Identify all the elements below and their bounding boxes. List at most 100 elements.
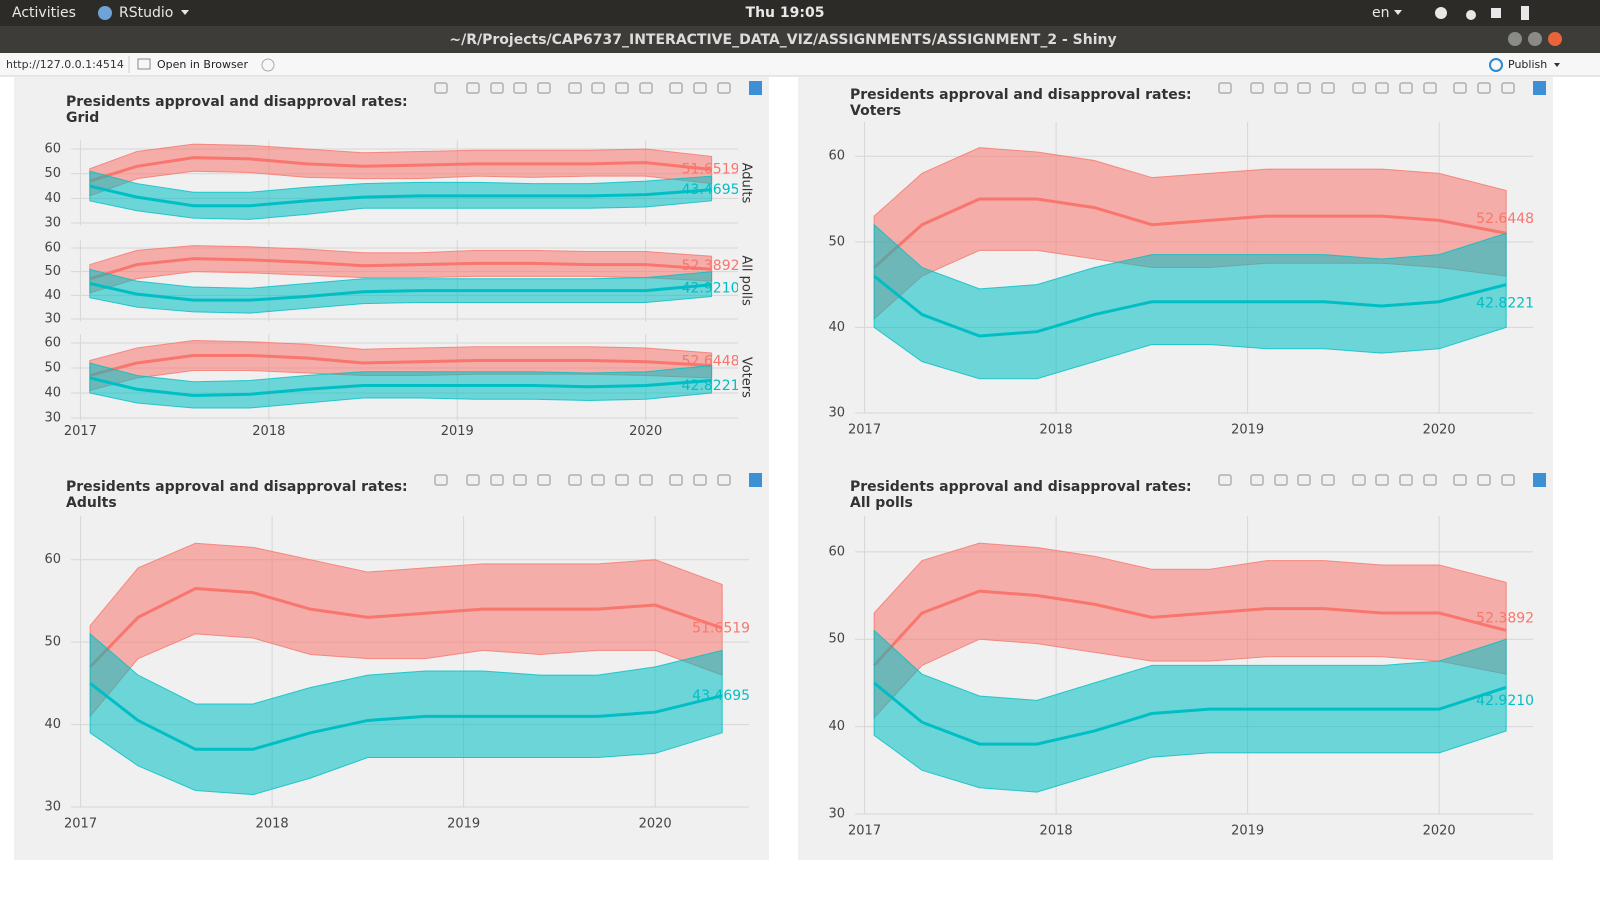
toolbar-icon[interactable] (1477, 82, 1491, 94)
toolbar-icon[interactable] (434, 82, 448, 94)
browser-icon (137, 58, 151, 70)
toolbar-icon[interactable] (615, 82, 629, 94)
toolbar-icon[interactable] (1375, 474, 1389, 486)
publish[interactable]: Publish (1508, 58, 1547, 71)
language[interactable]: en (1372, 5, 1390, 21)
toolbar-icon[interactable] (693, 474, 707, 486)
y-tick-label: 60 (44, 240, 61, 255)
toolbar-icon[interactable] (568, 82, 582, 94)
toolbar-icon[interactable] (717, 82, 731, 94)
toolbar-icon[interactable] (1399, 82, 1413, 94)
y-tick-label: 30 (44, 312, 61, 327)
toolbar-icon[interactable] (1375, 82, 1389, 94)
open-in-browser[interactable]: Open in Browser (157, 58, 248, 71)
y-tick-label: 30 (44, 800, 61, 815)
chart-subtitle: All polls (850, 495, 913, 511)
battery-icon (1521, 6, 1529, 20)
x-tick-label: 2019 (441, 424, 474, 439)
toolbar-icon[interactable] (591, 474, 605, 486)
toolbar-icon[interactable] (639, 82, 653, 94)
toolbar-icon[interactable] (1250, 474, 1264, 486)
toolbar-icon[interactable] (568, 474, 582, 486)
wifi-icon (1466, 10, 1476, 20)
x-tick-label: 2020 (1423, 423, 1456, 438)
toolbar-icon[interactable] (693, 82, 707, 94)
toolbar-icon[interactable] (669, 82, 683, 94)
maximize-button[interactable] (1528, 32, 1542, 46)
toolbar-icon[interactable] (669, 474, 683, 486)
y-tick-label: 30 (44, 216, 61, 231)
toolbar-icon[interactable] (1274, 474, 1288, 486)
publish-icon (1489, 58, 1503, 72)
toolbar-plotly-logo (1533, 81, 1546, 95)
toolbar-icon[interactable] (1453, 82, 1467, 94)
toolbar-icon[interactable] (615, 474, 629, 486)
toolbar-icon[interactable] (1321, 82, 1335, 94)
toolbar-icon[interactable] (466, 82, 480, 94)
y-tick-label: 50 (44, 166, 61, 181)
toolbar-icon[interactable] (639, 474, 653, 486)
toolbar-icon[interactable] (1321, 474, 1335, 486)
y-tick-label: 40 (44, 717, 61, 732)
toolbar-plotly-logo (1533, 473, 1546, 487)
app-menu[interactable]: RStudio (119, 5, 173, 21)
toolbar-plotly-logo (749, 473, 762, 487)
clock[interactable]: Thu 19:05 (746, 5, 825, 21)
toolbar-icon[interactable] (490, 82, 504, 94)
x-tick-label: 2017 (848, 423, 881, 438)
trend-line (89, 376, 712, 397)
toolbar-icon[interactable] (1250, 82, 1264, 94)
minimize-button[interactable] (1508, 32, 1522, 46)
toolbar-icon[interactable] (717, 474, 731, 486)
toolbar-icon[interactable] (434, 474, 448, 486)
y-tick-label: 40 (828, 320, 845, 335)
toolbar-icon[interactable] (466, 474, 480, 486)
rstudio-icon (98, 6, 112, 20)
toolbar-icon[interactable] (490, 474, 504, 486)
activities[interactable]: Activities (12, 5, 76, 21)
toolbar-icon[interactable] (1297, 474, 1311, 486)
x-tick-label: 2017 (64, 817, 97, 832)
y-tick-label: 50 (44, 635, 61, 650)
toolbar-icon[interactable] (1501, 82, 1515, 94)
end-value-label: 42.92109 (1476, 693, 1543, 709)
toolbar-icon[interactable] (1218, 82, 1232, 94)
toolbar-icon[interactable] (1501, 474, 1515, 486)
toolbar-icon[interactable] (1477, 474, 1491, 486)
toolbar-icon[interactable] (1297, 82, 1311, 94)
toolbar-icon[interactable] (1274, 82, 1288, 94)
x-tick-label: 2018 (256, 817, 289, 832)
toolbar-icon[interactable] (1423, 474, 1437, 486)
end-value-label: 52.38926 (1476, 610, 1543, 626)
x-tick-label: 2017 (64, 424, 97, 439)
end-value-label: 52.64486 (682, 353, 749, 369)
toolbar-icon[interactable] (591, 82, 605, 94)
toolbar-icon[interactable] (1423, 82, 1437, 94)
toolbar-icon[interactable] (1352, 474, 1366, 486)
trend-line (89, 587, 723, 668)
y-tick-label: 50 (828, 632, 845, 647)
toolbar-icon[interactable] (513, 474, 527, 486)
y-tick-label: 60 (44, 552, 61, 567)
toolbar-icon[interactable] (1399, 474, 1413, 486)
toolbar-icon[interactable] (1218, 474, 1232, 486)
toolbar-icon[interactable] (1453, 474, 1467, 486)
refresh-icon[interactable] (261, 58, 275, 72)
close-button[interactable] (1548, 32, 1562, 46)
y-tick-label: 30 (828, 406, 845, 421)
trend-line (89, 156, 712, 183)
y-tick-label: 40 (44, 288, 61, 303)
end-value-label: 52.38926 (682, 258, 749, 274)
night-icon (1435, 7, 1447, 19)
toolbar-icon[interactable] (1352, 82, 1366, 94)
chart-subtitle: Adults (66, 495, 117, 511)
facet-label: Adults (739, 163, 754, 204)
toolbar-icon[interactable] (537, 474, 551, 486)
toolbar-icon[interactable] (513, 82, 527, 94)
trend-line (873, 274, 1507, 338)
end-value-label: 42.92109 (682, 280, 749, 296)
toolbar-icon[interactable] (537, 82, 551, 94)
x-tick-label: 2019 (1231, 824, 1264, 839)
x-tick-label: 2018 (1040, 824, 1073, 839)
